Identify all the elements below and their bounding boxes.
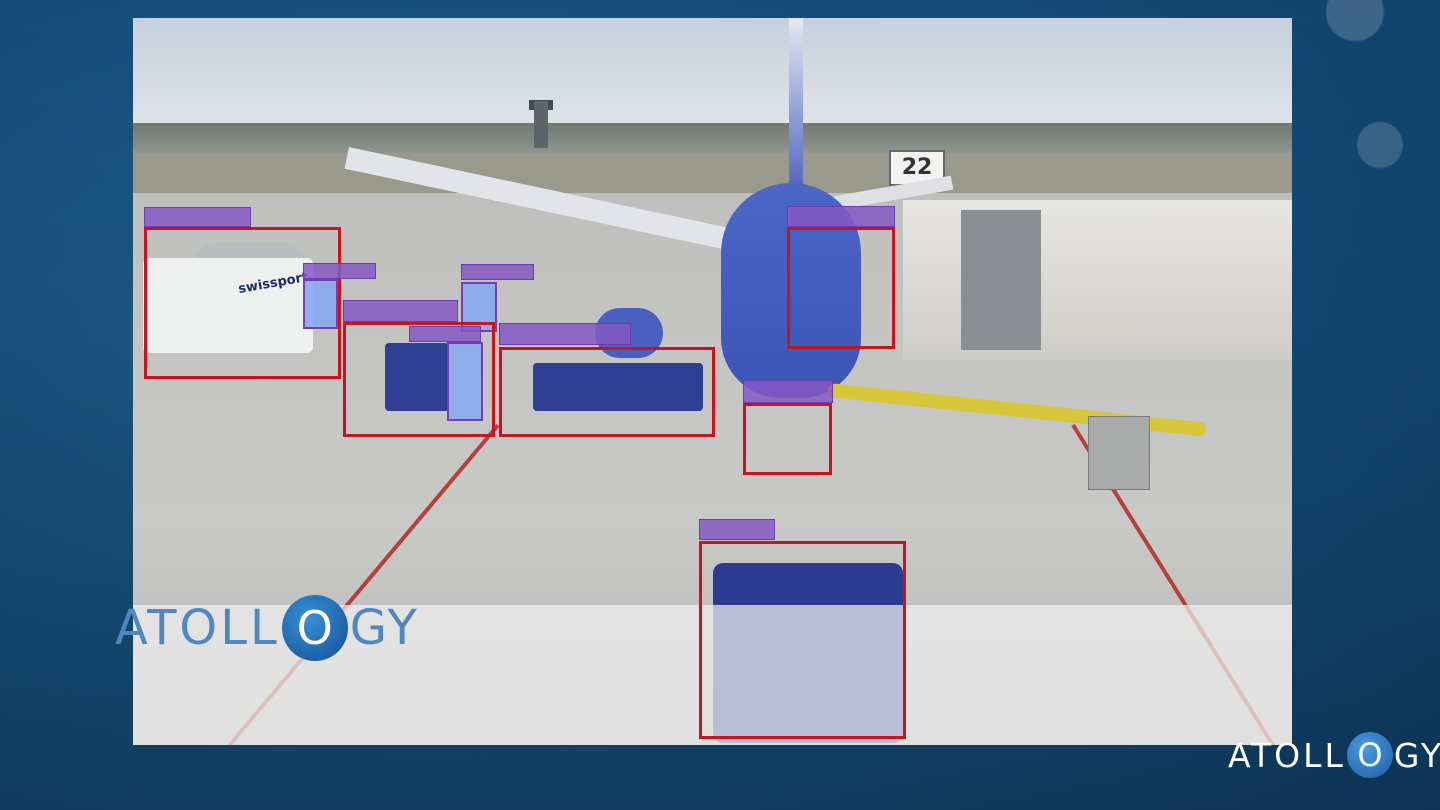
jet-bridge-door (961, 210, 1041, 350)
detection-label-person-1 (303, 263, 376, 279)
detection-label-nose-gear (743, 380, 833, 403)
horizon-treeline (133, 123, 1292, 153)
detection-box-jet-bridge (787, 227, 895, 349)
detection-box-fuel-truck (144, 227, 341, 379)
detection-box-baggage-tractor (343, 322, 495, 437)
logo-text-left: ATOLL (1228, 735, 1346, 775)
detection-label-person-3 (409, 326, 481, 342)
logo-text-right: GY (349, 600, 420, 656)
detection-label-fuel-truck (144, 207, 251, 227)
detection-label-person-2 (461, 264, 534, 280)
detection-box-belt-loader (499, 347, 715, 437)
logo-o-icon: O (281, 595, 348, 661)
detection-label-pushback-tug (699, 519, 775, 540)
sky (133, 18, 1292, 123)
aircraft-tail (789, 18, 803, 198)
detection-highlight-person-3 (447, 342, 483, 421)
logo-o-icon: O (1346, 732, 1393, 778)
detection-box-nose-gear (743, 403, 832, 475)
control-tower (534, 101, 548, 148)
detection-label-baggage-tractor (343, 300, 458, 322)
logo-text-right: GY (1393, 735, 1440, 775)
ground-power-unit (1088, 416, 1150, 490)
detection-box-pushback-tug (699, 541, 906, 739)
fuel-truck: swissport (143, 258, 313, 353)
atology-logo-main: ATOLL O GY (115, 595, 420, 661)
detection-label-belt-loader (499, 323, 631, 345)
atology-logo-corner: ATOLL O GY (1228, 730, 1440, 780)
belt-loader (533, 363, 703, 411)
logo-text-left: ATOLL (115, 600, 280, 656)
detection-label-jet-bridge (787, 206, 895, 227)
runway-grass (133, 153, 1292, 193)
airport-apron-photo: 22 swissport (133, 18, 1292, 745)
baggage-tractor (385, 343, 449, 411)
detection-highlight-person-1 (303, 279, 338, 329)
